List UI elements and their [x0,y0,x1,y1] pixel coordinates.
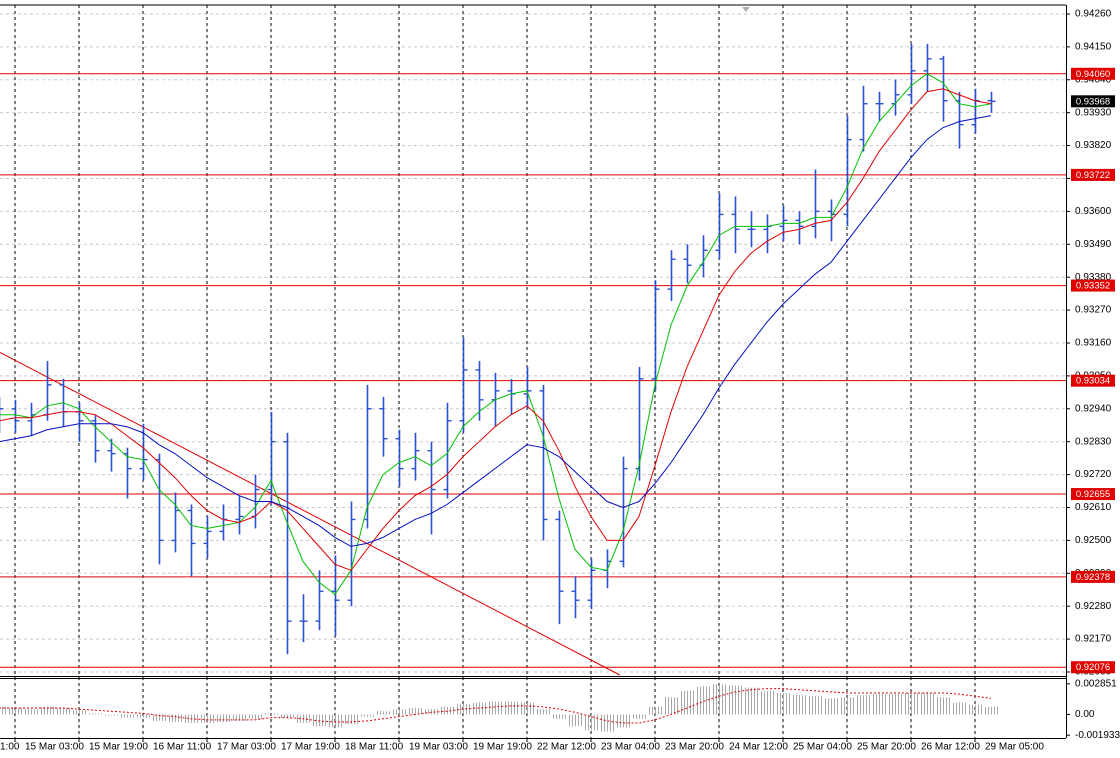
y-tick-label: 0.93270 [1075,305,1112,316]
y-tick-label: 0.93600 [1075,206,1112,217]
y-tick-label: 0.93160 [1075,338,1112,349]
x-tick-label: 26 Mar 12:00 [921,742,980,753]
x-tick-label: 18 Mar 11:00 [345,742,404,753]
signal-line [0,688,992,724]
level-label: 0.93722 [1076,170,1110,181]
level-label: 0.92655 [1076,489,1110,500]
level-label-box [1071,279,1115,292]
trendline [0,351,621,676]
moving-average [0,73,992,595]
grid [0,5,1066,738]
level-label: 0.94060 [1076,69,1110,80]
y-tick-label: 0.92940 [1075,403,1112,414]
level-label: 0.93034 [1076,376,1110,387]
indicator-window [0,684,998,732]
x-tick-label: 25 Mar 04:00 [793,742,852,753]
x-tick-label: 23 Mar 04:00 [601,742,660,753]
y2-tick-label: 0.002851 [1075,678,1117,689]
y-tick-label: 0.93930 [1075,107,1112,118]
y-tick-label: 0.93490 [1075,239,1112,250]
y-tick-label: 0.94260 [1075,9,1112,20]
x-tick-label: 25 Mar 20:00 [857,742,916,753]
level-label-box [1071,67,1115,80]
level-label: 0.93352 [1076,281,1110,292]
y-tick-label: 0.94150 [1075,42,1112,53]
x-tick-label: 17 Mar 19:00 [281,742,340,753]
level-label-box [1071,168,1115,181]
y2-tick-label: -0.001933 [1075,730,1120,741]
x-tick-label: 16 Mar 11:00 [153,742,212,753]
y-tick-label: 0.93820 [1075,140,1112,151]
axes: 0.94260 0.94150 0.94040 0.93930 0.93820 0.937… [0,9,1120,753]
x-tick-label: 1:00 [0,742,20,753]
level-label: 0.92076 [1076,662,1110,673]
level-label-box [1071,570,1115,583]
x-tick-label: 24 Mar 12:00 [729,742,788,753]
x-tick-label: 17 Mar 03:00 [217,742,276,753]
shift-marker [742,7,750,12]
x-tick-label: 19 Mar 19:00 [473,742,532,753]
y-tick-label: 0.92170 [1075,634,1112,645]
x-tick-label: 15 Mar 19:00 [89,742,148,753]
y-tick-label: 0.92280 [1075,601,1112,612]
level-label: 0.92378 [1076,572,1110,583]
level-label-box [1071,374,1115,387]
moving-average [0,115,992,547]
x-tick-label: 15 Mar 03:00 [25,742,84,753]
x-tick-label: 23 Mar 20:00 [665,742,724,753]
last-price-label: 0.93968 [1076,96,1110,107]
y-tick-label: 0.92720 [1075,469,1112,480]
x-tick-label: 29 Mar 05:00 [985,742,1044,753]
level-label-box [1071,661,1115,674]
last-price-box [1071,95,1115,108]
y-tick-label: 0.94040 [1075,74,1112,85]
y-tick-label: 0.92610 [1075,502,1112,513]
y-tick-label: 0.92830 [1075,436,1112,447]
moving-average [0,88,992,571]
frame [0,4,1067,739]
x-tick-label: 22 Mar 12:00 [537,742,596,753]
level-label-box [1071,488,1115,501]
y-tick-label: 0.93380 [1075,272,1112,283]
y2-tick-label: 0.00 [1075,709,1095,720]
price-window [0,43,1066,676]
y-tick-label: 0.92500 [1075,535,1112,546]
x-tick-label: 19 Mar 03:00 [409,742,468,753]
